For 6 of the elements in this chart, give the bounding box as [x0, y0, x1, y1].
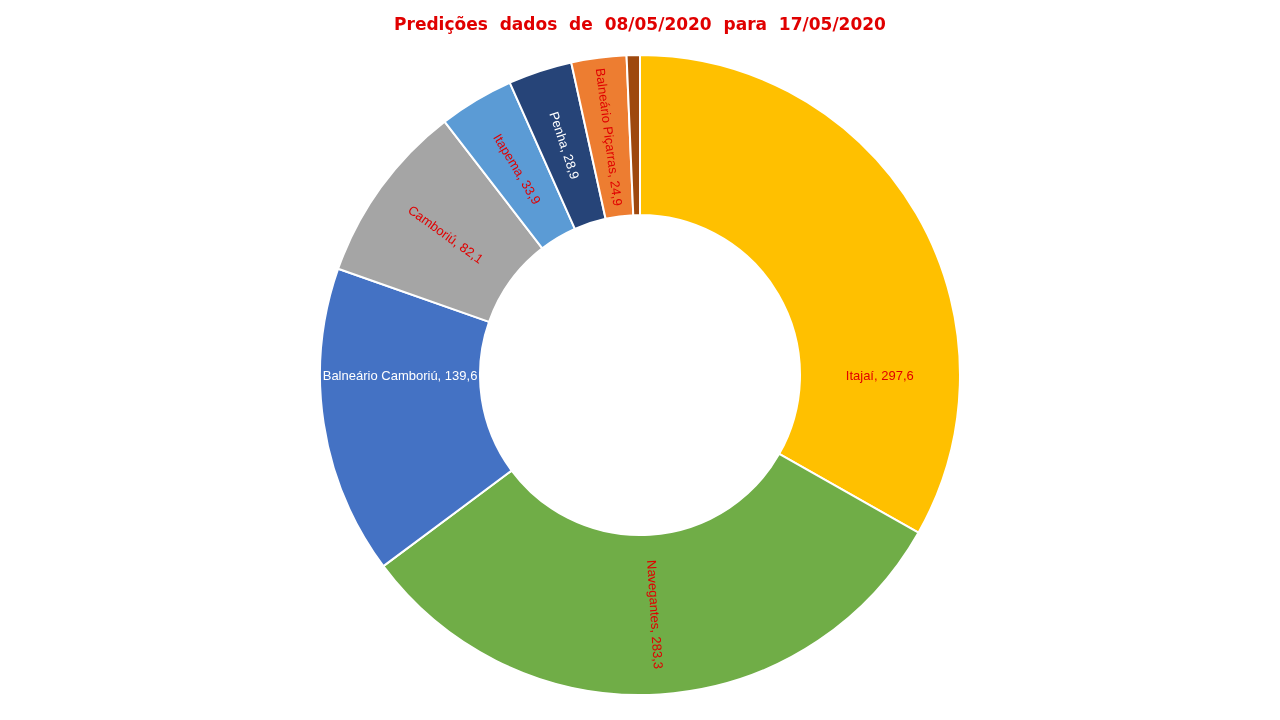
slice-label: Penha, 28,9 [546, 109, 583, 182]
slice-label: Navegantes, 283,3 [644, 559, 666, 670]
chart-title: Predições dados de 08/05/2020 para 17/05/2020 [394, 13, 887, 34]
slice-label: Itajaí, 297,6 [845, 367, 914, 383]
slice-label: Balneário Piçarras, 24,9 [592, 67, 626, 207]
slice-label: Balneário Camboriú, 139,6 [322, 367, 478, 383]
